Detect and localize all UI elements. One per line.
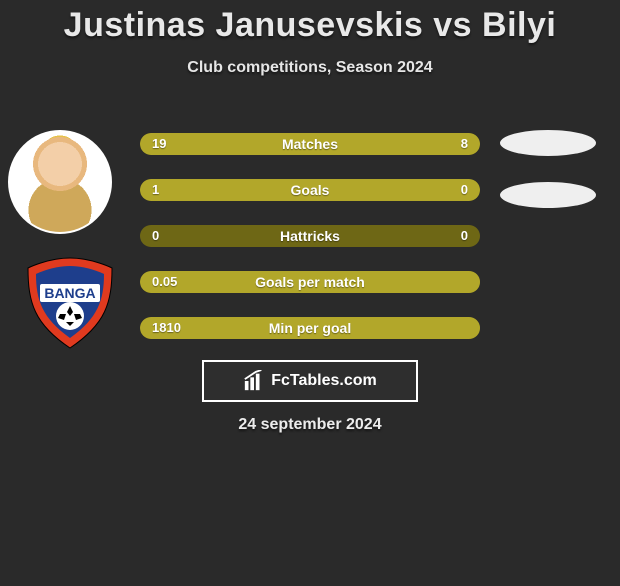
chart-icon [243, 370, 265, 392]
stat-row: 0.05Goals per match [140, 271, 480, 293]
date-text: 24 september 2024 [0, 416, 620, 434]
stat-row: 00Hattricks [140, 225, 480, 247]
player-b-avatar-blank-1 [500, 130, 596, 156]
club-badge: BANGA [20, 256, 120, 350]
badge-text: BANGA [44, 285, 95, 301]
stat-row: 1810Min per goal [140, 317, 480, 339]
stat-label: Goals [140, 179, 480, 201]
stat-label: Goals per match [140, 271, 480, 293]
stat-label: Hattricks [140, 225, 480, 247]
subtitle: Club competitions, Season 2024 [0, 59, 620, 77]
stat-label: Min per goal [140, 317, 480, 339]
logo-text: FcTables.com [271, 372, 377, 390]
fctables-logo-box: FcTables.com [202, 360, 418, 402]
stat-rows: 198Matches 10Goals 00Hattricks 0.05Goals pe… [140, 133, 480, 363]
stat-row: 10Goals [140, 179, 480, 201]
stat-label: Matches [140, 133, 480, 155]
page-title: Justinas Janusevskis vs Bilyi [0, 6, 620, 45]
stat-row: 198Matches [140, 133, 480, 155]
player-b-avatar-blank-2 [500, 182, 596, 208]
player-avatar [8, 130, 112, 234]
